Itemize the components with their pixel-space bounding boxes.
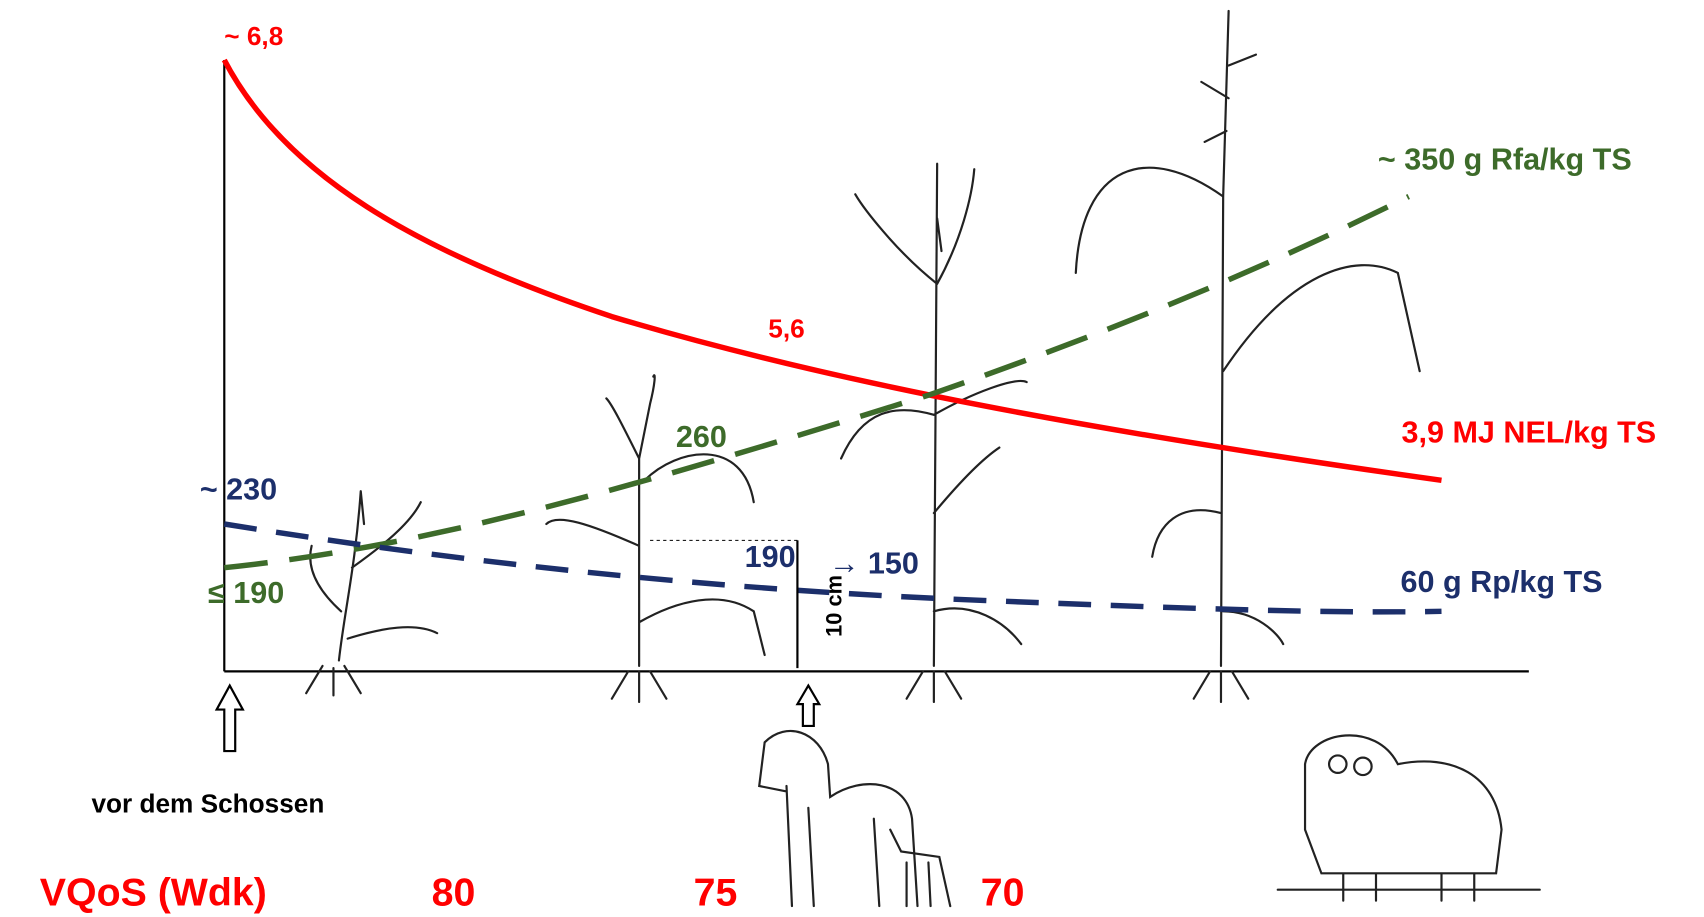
energy-curve <box>221 58 1442 484</box>
vqos-values: 80 75 70 <box>432 871 1025 915</box>
protein-middle-b: → 150 <box>829 547 919 581</box>
protein-end: 60 g Rp/kg TS <box>1401 565 1603 599</box>
protein-curve <box>223 521 1442 615</box>
arrow <box>214 683 245 753</box>
fibre-end: ~ 350 g Rfa/kg TS <box>1378 143 1632 177</box>
energy-start: ~ 6,8 <box>224 21 283 51</box>
protein-middle-a: 190 <box>745 540 796 574</box>
energy-end: 3,9 MJ NEL/kg TS <box>1402 416 1657 450</box>
vqos-value: 80 <box>432 871 476 915</box>
fibre-start: ≤ 190 <box>208 576 284 610</box>
stage-label: vor dem Schossen <box>91 789 324 819</box>
vqos-value: 75 <box>694 871 738 915</box>
fibre-middle: 260 <box>676 420 727 454</box>
arrow <box>795 683 822 728</box>
plant-illustrations <box>305 9 1421 704</box>
horse-illustrations <box>757 730 1541 908</box>
protein-start: ~ 230 <box>200 472 277 506</box>
height-note: 10 cm <box>821 575 846 637</box>
energy-middle: 5,6 <box>768 314 804 344</box>
fibre-curve <box>224 194 1410 571</box>
vqos-value: 70 <box>981 871 1025 915</box>
vqos-label: VQoS (Wdk) <box>40 871 267 915</box>
